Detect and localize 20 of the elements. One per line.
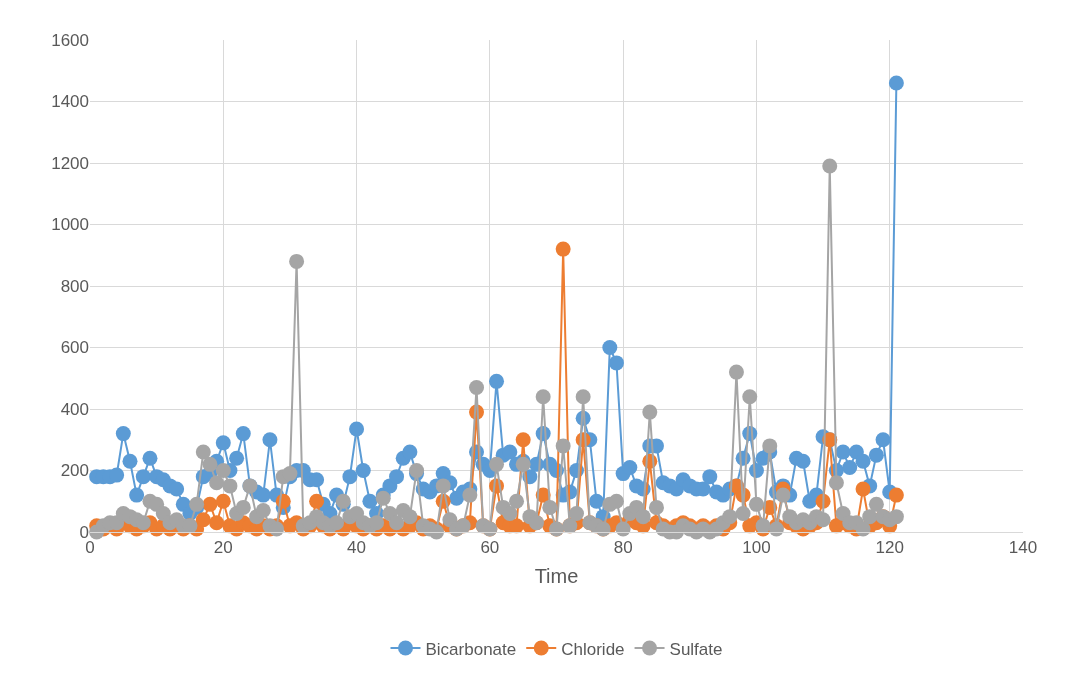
legend-label: Chloride [561,639,625,659]
legend-label: Sulfate [669,639,723,659]
x-tick-label: 100 [742,538,771,558]
y-tick-label: 1400 [51,92,89,112]
y-tick-label: 200 [60,461,89,481]
x-tick-label: 20 [213,538,233,558]
x-tick-label: 40 [347,538,367,558]
y-tick-label: 800 [60,276,89,296]
y-tick-label: 0 [79,522,89,542]
y-tick-label: 400 [60,399,89,419]
x-axis-title: Time [534,564,579,587]
y-tick-label: 1600 [51,30,89,50]
y-tick-label: 1000 [51,215,89,235]
y-tick-label: 1200 [51,153,89,173]
legend-label: Bicarbonate [425,639,517,659]
x-tick-label: 120 [875,538,904,558]
x-tick-label: 60 [480,538,500,558]
y-tick-label: 600 [60,338,89,358]
x-tick-label: 80 [613,538,633,558]
x-tick-label: 140 [1008,538,1038,558]
